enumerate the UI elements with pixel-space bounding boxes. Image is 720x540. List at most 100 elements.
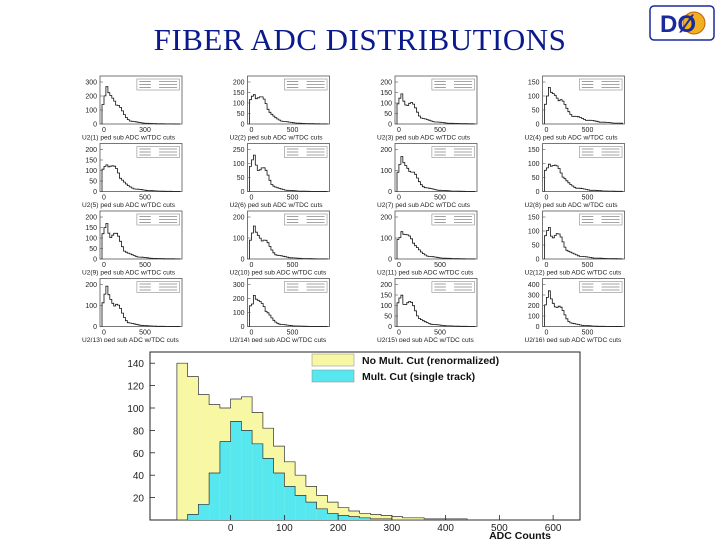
bar xyxy=(445,518,457,520)
ytick-label: 60 xyxy=(133,449,145,460)
panel-xtick: 300 xyxy=(139,127,151,134)
panel-xtick: 500 xyxy=(434,262,446,269)
logo-text: DØ xyxy=(660,11,696,38)
legend: No Mult. Cut (renormalized) Mult. Cut (si… xyxy=(311,353,499,383)
panel-xtick: 0 xyxy=(102,195,106,202)
x-axis-label: ADC Counts xyxy=(489,530,551,540)
panel-caption: U2(13) ped sub ADC w/TDC cuts xyxy=(82,337,179,342)
panel-xtick: 0 xyxy=(545,262,549,269)
panel-xtick: 0 xyxy=(250,195,254,202)
xtick-label: 100 xyxy=(276,523,293,534)
panel-ytick: 250 xyxy=(233,147,245,154)
panel-ytick: 0 xyxy=(536,189,540,196)
ytick-label: 120 xyxy=(127,382,144,393)
xtick-label: 200 xyxy=(330,523,347,534)
panel-ytick: 0 xyxy=(388,122,392,129)
panel-caption: U2(8) ped sub ADC w/TDC cuts xyxy=(525,202,619,209)
bar xyxy=(252,443,263,520)
stats-box xyxy=(431,213,475,226)
panel-xtick: 0 xyxy=(397,127,401,134)
panel-ytick: 150 xyxy=(85,225,97,232)
panel-xtick: 500 xyxy=(287,195,299,202)
stats-box xyxy=(136,146,180,158)
panel-histogram xyxy=(544,290,623,327)
panel-ytick: 50 xyxy=(532,108,540,115)
stats-frame xyxy=(579,281,623,293)
panel-xtick: 0 xyxy=(250,127,254,134)
panel-ytick: 0 xyxy=(93,122,97,129)
stats-box xyxy=(284,281,328,293)
d0-logo-icon: DØ xyxy=(649,5,715,41)
panel-caption: U2(6) ped sub ADC w/TDC cuts xyxy=(230,202,324,209)
bar xyxy=(327,513,339,520)
panel-caption: U2(4) ped sub ADC w/TDC cuts xyxy=(525,135,619,142)
stats-frame xyxy=(284,213,328,226)
stats-box xyxy=(579,213,623,226)
panel-histogram xyxy=(249,94,328,125)
bar xyxy=(241,430,253,520)
panel-ytick: 0 xyxy=(241,122,245,129)
panel-ytick: 300 xyxy=(528,293,540,300)
panel-ytick: 0 xyxy=(388,257,392,264)
stats-frame xyxy=(136,146,180,158)
panel-ytick: 200 xyxy=(380,147,392,154)
bar xyxy=(187,376,199,520)
panel-ytick: 0 xyxy=(93,324,97,331)
bar xyxy=(381,515,392,520)
panel-ytick: 150 xyxy=(233,90,245,97)
stats-frame xyxy=(136,213,180,226)
panel-ytick: 50 xyxy=(532,243,540,250)
panel-histogram xyxy=(544,163,623,192)
bar xyxy=(359,517,371,520)
panel-ytick: 300 xyxy=(233,282,245,289)
panel-xtick: 500 xyxy=(582,262,594,269)
stats-box xyxy=(136,78,180,91)
panel-xtick: 0 xyxy=(397,330,401,337)
panel-histogram xyxy=(101,223,181,260)
bar xyxy=(434,518,446,520)
stats-frame xyxy=(284,78,328,91)
panel-ytick: 100 xyxy=(233,236,245,243)
panel-ytick: 150 xyxy=(380,293,392,300)
panel-xtick: 500 xyxy=(287,262,299,269)
panel-ytick: 100 xyxy=(233,161,245,168)
panel-ytick: 100 xyxy=(85,303,97,310)
panel-xtick: 500 xyxy=(139,262,151,269)
panel-ytick: 150 xyxy=(380,90,392,97)
panel-ytick: 300 xyxy=(85,80,97,87)
panel-caption: U2(12) ped sub ADC w/TDC cuts xyxy=(525,270,622,277)
panel-ytick: 0 xyxy=(241,257,245,264)
stats-box xyxy=(431,146,475,158)
panel-ytick: 0 xyxy=(93,189,97,196)
bar xyxy=(327,502,339,520)
xtick-label: 300 xyxy=(384,523,401,534)
panel-histogram xyxy=(101,164,181,192)
panel-xtick: 500 xyxy=(434,127,446,134)
panel-ytick: 0 xyxy=(93,257,97,264)
bar xyxy=(413,517,425,520)
bar xyxy=(456,518,468,520)
bar xyxy=(402,517,414,520)
ytick-label: 100 xyxy=(127,404,144,415)
stats-box xyxy=(136,213,180,226)
panel-ytick: 50 xyxy=(237,175,245,182)
stats-frame xyxy=(136,78,180,91)
panel-ytick: 200 xyxy=(85,282,97,289)
stats-frame xyxy=(431,213,475,226)
stats-frame xyxy=(136,281,180,293)
panel-xtick: 500 xyxy=(582,127,594,134)
stats-frame xyxy=(431,78,475,91)
bar xyxy=(316,495,328,520)
stats-frame xyxy=(284,146,328,158)
bar xyxy=(198,504,210,520)
bar xyxy=(391,516,403,520)
ytick-label: 40 xyxy=(133,471,145,482)
